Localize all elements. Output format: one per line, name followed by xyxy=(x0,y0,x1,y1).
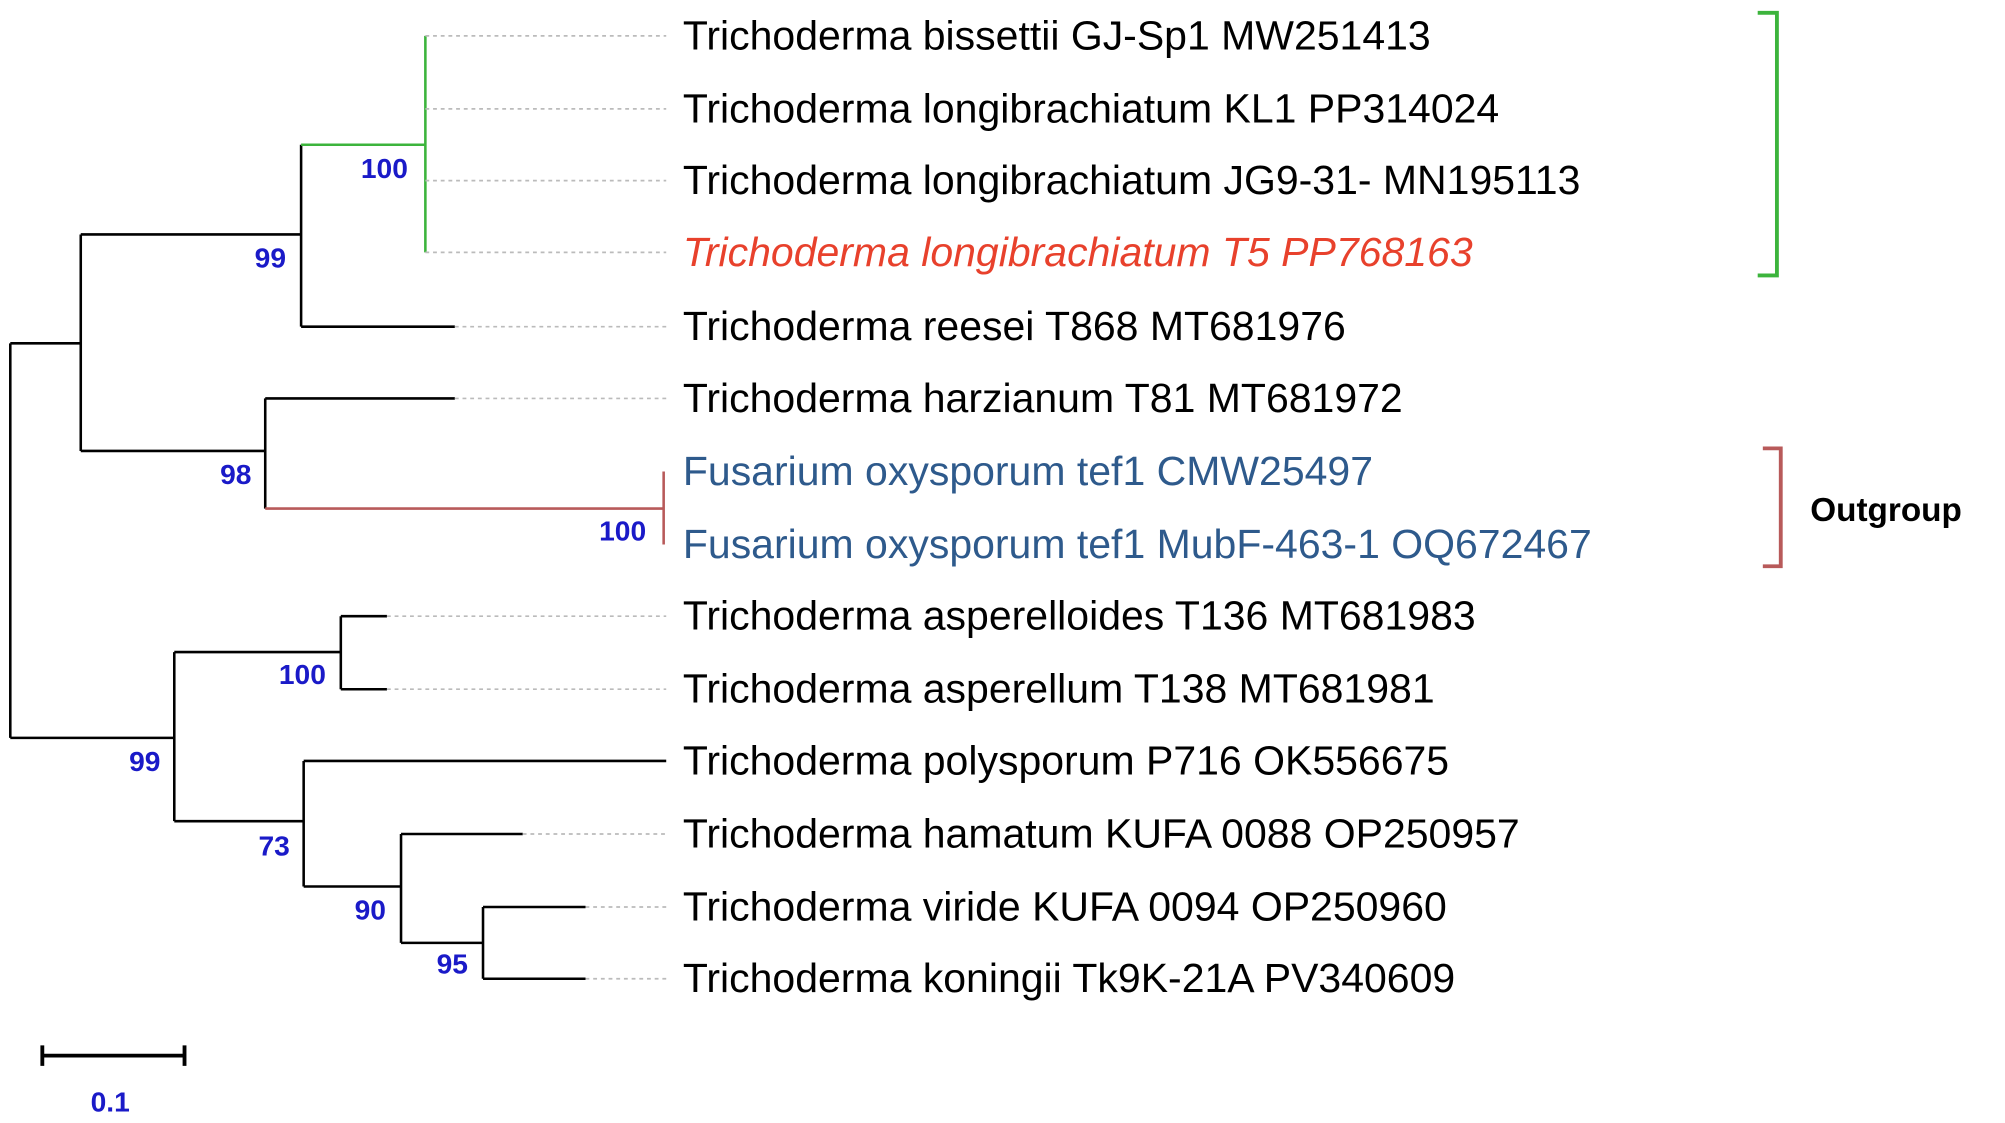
taxon-label: Fusarium oxysporum tef1 MubF-463-1 OQ672… xyxy=(683,521,1592,567)
taxon-label: Trichoderma polysporum P716 OK556675 xyxy=(683,737,1449,783)
taxon-label: Trichoderma hamatum KUFA 0088 OP250957 xyxy=(683,810,1520,856)
taxon-label: Trichoderma bissettii GJ-Sp1 MW251413 xyxy=(683,12,1431,58)
taxon-label: Trichoderma asperelloides T136 MT681983 xyxy=(683,593,1476,639)
taxon-label: Trichoderma koningii Tk9K-21A PV340609 xyxy=(683,955,1455,1001)
taxon-label: Trichoderma viride KUFA 0094 OP250960 xyxy=(683,883,1447,929)
taxon-label: Trichoderma asperellum T138 MT681981 xyxy=(683,666,1435,712)
branch xyxy=(265,471,665,545)
bootstrap-value: 98 xyxy=(220,458,251,490)
taxon-label: Fusarium oxysporum tef1 CMW25497 xyxy=(683,448,1373,494)
taxon-label: Trichoderma longibrachiatum T5 PP768163 xyxy=(683,229,1473,275)
clade-bracket xyxy=(1757,10,1779,278)
bootstrap-value: 99 xyxy=(129,745,160,777)
taxon-label: Trichoderma longibrachiatum KL1 PP314024 xyxy=(683,85,1499,131)
outgroup-label: Outgroup xyxy=(1810,492,1962,529)
branch xyxy=(301,35,427,253)
bootstrap-value: 100 xyxy=(599,514,646,546)
taxon-label: Trichoderma longibrachiatum JG9-31- MN19… xyxy=(683,157,1581,203)
bootstrap-value: 100 xyxy=(279,658,326,690)
taxon-label: Trichoderma reesei T868 MT681976 xyxy=(683,303,1346,349)
bootstrap-value: 73 xyxy=(259,830,290,862)
taxon-label: Trichoderma harzianum T81 MT681972 xyxy=(683,375,1403,421)
scale-label: 0.1 xyxy=(91,1086,130,1118)
bootstrap-value: 100 xyxy=(361,152,408,184)
bootstrap-value: 90 xyxy=(355,894,386,926)
outgroup-bracket xyxy=(1762,446,1783,569)
scale-bar xyxy=(40,1045,187,1066)
bootstrap-value: 95 xyxy=(437,947,468,979)
bootstrap-value: 99 xyxy=(255,241,286,273)
